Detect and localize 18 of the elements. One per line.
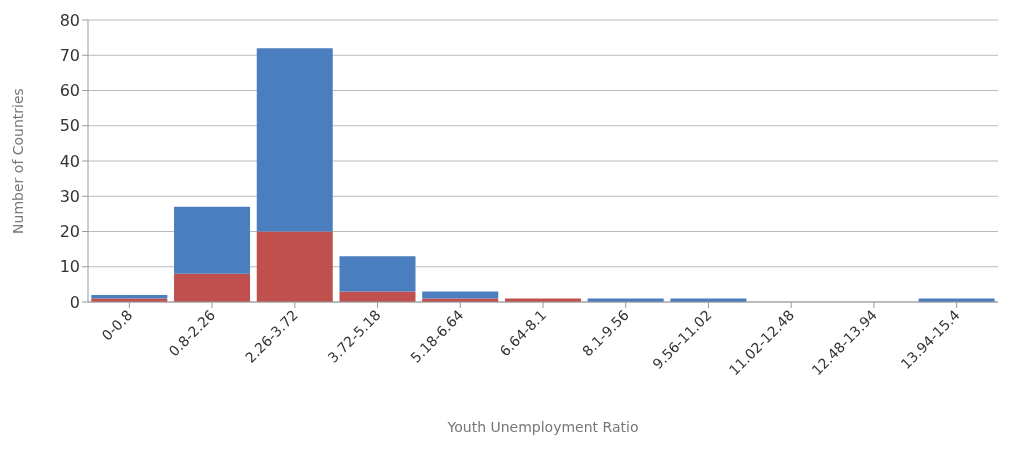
bar	[422, 291, 499, 299]
bar	[256, 48, 333, 232]
y-tick-label: 70	[59, 45, 80, 65]
y-tick-label: 30	[59, 186, 80, 206]
bar	[339, 256, 416, 292]
bar	[174, 273, 251, 302]
y-tick-label: 40	[59, 151, 80, 171]
bar	[339, 291, 416, 302]
y-axis-title: Number of Countries	[9, 88, 26, 234]
y-tick-label: 50	[59, 116, 80, 136]
y-tick-label: 0	[69, 292, 80, 312]
y-tick-label: 20	[59, 222, 80, 242]
y-tick-label: 80	[59, 10, 80, 30]
bar	[256, 231, 333, 302]
x-axis-title: Youth Unemployment Ratio	[446, 419, 639, 435]
bar	[174, 206, 251, 274]
y-tick-label: 10	[59, 257, 80, 277]
y-tick-label: 60	[59, 81, 80, 101]
